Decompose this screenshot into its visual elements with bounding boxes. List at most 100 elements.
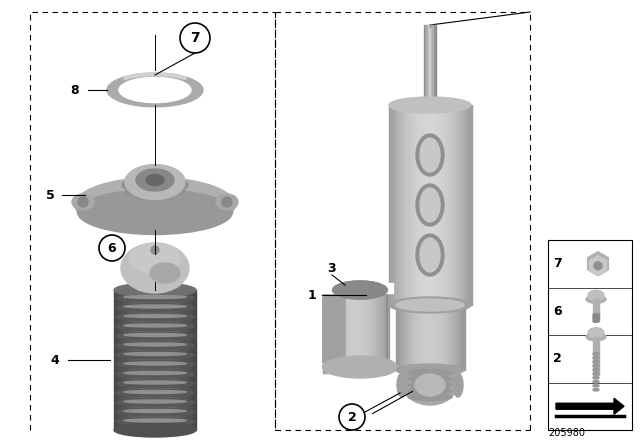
- Ellipse shape: [122, 181, 132, 189]
- Bar: [396, 305, 399, 370]
- Bar: [454, 305, 457, 370]
- Bar: [152, 290, 155, 430]
- Ellipse shape: [107, 73, 203, 107]
- Bar: [452, 105, 455, 305]
- Text: 8: 8: [70, 83, 79, 96]
- Bar: [373, 288, 376, 373]
- Bar: [467, 105, 470, 305]
- Bar: [451, 305, 453, 370]
- Ellipse shape: [593, 316, 599, 318]
- Ellipse shape: [588, 290, 604, 300]
- Bar: [403, 105, 406, 305]
- Bar: [465, 105, 467, 305]
- Bar: [393, 105, 396, 305]
- Circle shape: [222, 197, 232, 207]
- Ellipse shape: [136, 169, 174, 191]
- Bar: [169, 290, 172, 430]
- Bar: [442, 105, 445, 305]
- Bar: [120, 290, 122, 430]
- Ellipse shape: [116, 313, 194, 321]
- Bar: [418, 105, 420, 305]
- Bar: [426, 25, 428, 105]
- Bar: [412, 305, 414, 370]
- Bar: [419, 305, 422, 370]
- Bar: [436, 105, 438, 305]
- Bar: [420, 105, 422, 305]
- Bar: [139, 290, 141, 430]
- Ellipse shape: [333, 281, 387, 299]
- Bar: [191, 290, 193, 430]
- Bar: [402, 305, 404, 370]
- Text: 2: 2: [348, 410, 356, 423]
- Ellipse shape: [116, 389, 194, 397]
- Ellipse shape: [593, 376, 599, 379]
- Ellipse shape: [116, 408, 194, 416]
- Ellipse shape: [178, 181, 188, 189]
- Ellipse shape: [593, 384, 599, 387]
- Bar: [459, 105, 461, 305]
- Ellipse shape: [116, 379, 194, 388]
- Ellipse shape: [453, 373, 463, 397]
- Bar: [193, 290, 196, 430]
- Bar: [428, 25, 429, 105]
- Bar: [435, 25, 436, 105]
- Ellipse shape: [124, 343, 186, 346]
- Ellipse shape: [136, 191, 146, 199]
- Ellipse shape: [164, 171, 174, 179]
- Bar: [161, 290, 163, 430]
- Bar: [185, 290, 188, 430]
- Bar: [426, 105, 428, 305]
- Bar: [336, 288, 339, 373]
- Ellipse shape: [116, 323, 194, 331]
- Ellipse shape: [124, 409, 186, 413]
- Ellipse shape: [416, 184, 444, 226]
- Bar: [347, 288, 349, 373]
- Bar: [141, 290, 144, 430]
- Bar: [144, 290, 147, 430]
- Ellipse shape: [116, 332, 194, 340]
- Polygon shape: [323, 288, 345, 372]
- Bar: [386, 288, 388, 373]
- Bar: [400, 305, 403, 370]
- Ellipse shape: [403, 365, 457, 405]
- Bar: [430, 105, 433, 305]
- Bar: [425, 25, 426, 105]
- Ellipse shape: [116, 418, 194, 426]
- Bar: [425, 305, 428, 370]
- Bar: [427, 305, 429, 370]
- Bar: [413, 305, 416, 370]
- Bar: [355, 288, 358, 373]
- Text: 5: 5: [45, 189, 54, 202]
- Bar: [358, 288, 360, 373]
- Bar: [399, 105, 402, 305]
- Ellipse shape: [420, 188, 440, 222]
- Bar: [593, 337, 599, 375]
- Ellipse shape: [116, 351, 194, 359]
- Bar: [122, 290, 125, 430]
- Bar: [445, 305, 447, 370]
- Bar: [434, 105, 436, 305]
- Bar: [406, 305, 408, 370]
- Bar: [330, 288, 332, 373]
- Bar: [460, 305, 463, 370]
- Bar: [440, 105, 443, 305]
- Ellipse shape: [114, 423, 196, 437]
- Bar: [116, 290, 120, 430]
- Bar: [180, 290, 182, 430]
- Bar: [441, 305, 443, 370]
- Ellipse shape: [323, 356, 397, 378]
- Bar: [437, 305, 439, 370]
- Ellipse shape: [593, 380, 599, 383]
- Ellipse shape: [150, 263, 180, 283]
- Bar: [389, 105, 392, 305]
- Ellipse shape: [77, 190, 232, 234]
- Bar: [408, 105, 410, 305]
- Ellipse shape: [124, 296, 186, 298]
- Ellipse shape: [397, 373, 407, 397]
- Polygon shape: [556, 398, 624, 414]
- Ellipse shape: [124, 400, 186, 403]
- Bar: [338, 288, 341, 373]
- Ellipse shape: [150, 169, 160, 177]
- Bar: [174, 290, 177, 430]
- Bar: [452, 305, 455, 370]
